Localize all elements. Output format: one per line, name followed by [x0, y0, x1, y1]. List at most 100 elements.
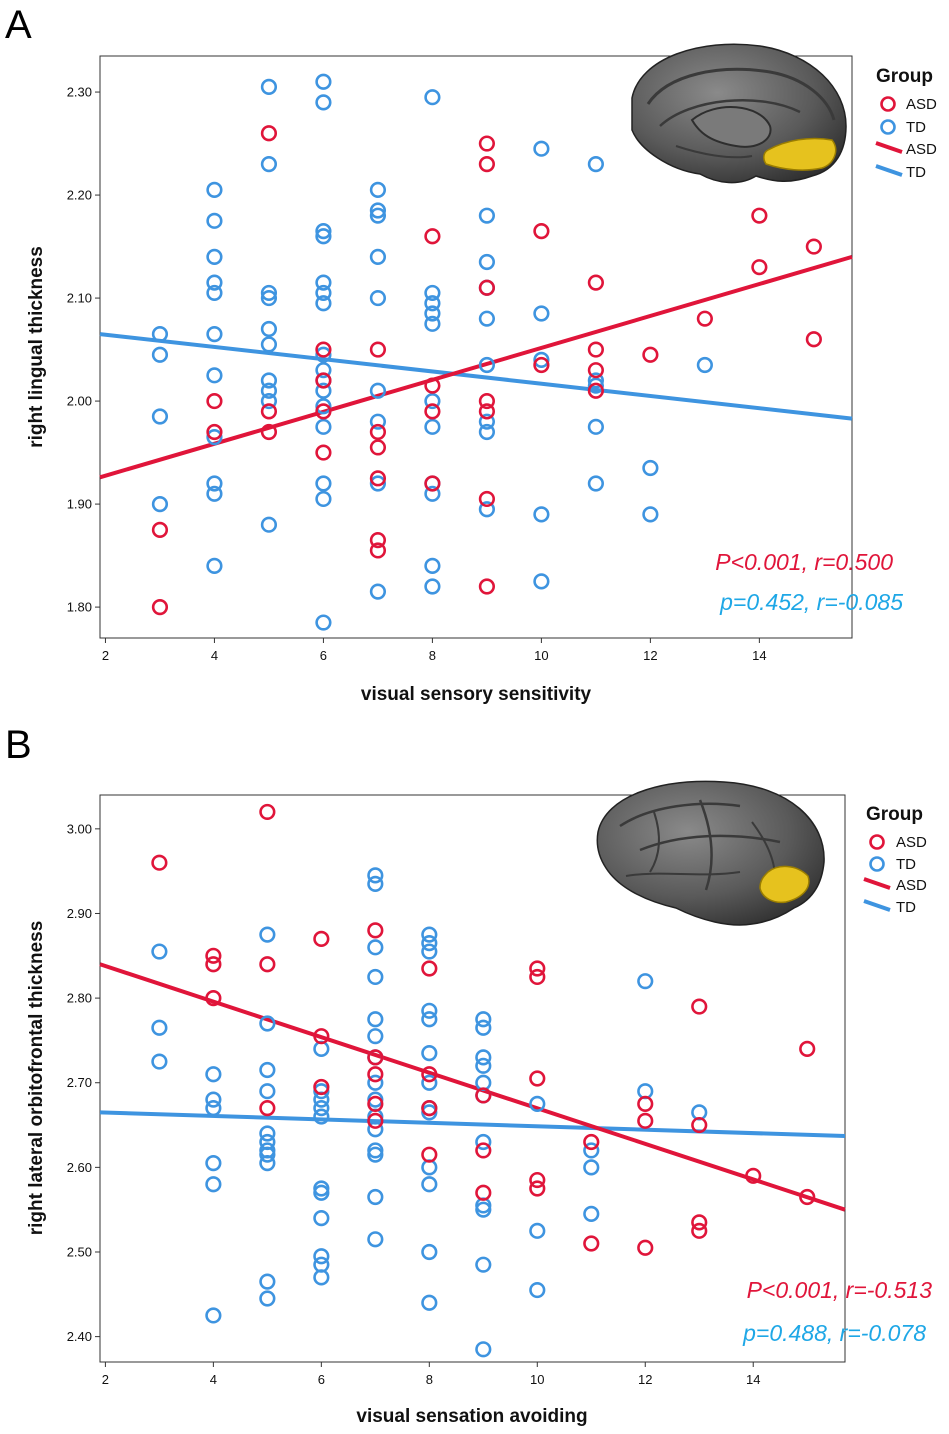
td-point: [424, 392, 441, 410]
asd-point: [642, 346, 659, 363]
td-point: [205, 1176, 222, 1193]
td-point: [367, 1011, 384, 1028]
td-point: [421, 1294, 438, 1311]
legend-asd-marker: [869, 834, 885, 850]
td-point: [478, 423, 495, 441]
legend-title: Group: [876, 66, 933, 87]
legend-td-line-label: TD: [906, 164, 926, 181]
x-tick-label: 12: [638, 1372, 652, 1387]
asd-point: [421, 960, 438, 977]
asd-point: [637, 1112, 654, 1129]
td-fit-line: [99, 332, 853, 421]
asd-point: [529, 960, 546, 977]
td-point: [367, 1074, 384, 1091]
td-point: [587, 156, 604, 173]
td-point: [421, 1045, 438, 1062]
td-point: [421, 1243, 438, 1261]
x-tick-label: 2: [102, 1372, 109, 1387]
td-point: [259, 1273, 276, 1290]
td-point: [478, 356, 495, 374]
td-point: [313, 1248, 330, 1265]
asd-point: [313, 1078, 330, 1096]
td-point: [259, 1125, 276, 1142]
asd-point: [315, 403, 332, 420]
td-point: [313, 1184, 330, 1201]
td-point: [260, 372, 278, 389]
td-point: [424, 315, 441, 332]
td-point: [475, 1057, 492, 1074]
asd-fit-line: [99, 254, 853, 480]
asd-point: [151, 521, 169, 538]
td-point: [367, 939, 384, 956]
asd-point: [315, 444, 332, 461]
td-point: [367, 1188, 384, 1206]
td-point: [151, 1019, 168, 1036]
td-point: [367, 867, 384, 884]
x-tick-label: 10: [530, 1372, 544, 1387]
asd-point: [529, 1180, 546, 1197]
td-point: [533, 305, 550, 322]
brain-lateral-orbitofrontal-icon: [596, 780, 825, 926]
td-point: [206, 557, 223, 574]
asd-point: [805, 238, 822, 255]
td-point: [424, 295, 441, 312]
plot-frame: [99, 55, 853, 639]
asd-point: [424, 475, 441, 492]
asd-point: [367, 1095, 384, 1112]
x-tick-label: 6: [320, 648, 327, 663]
asd-point: [478, 392, 495, 410]
plot-frame: [99, 794, 846, 1363]
y-tick-label: 2.50: [67, 1244, 92, 1259]
asd-point: [205, 956, 222, 973]
y-tick-label: 1.90: [67, 497, 92, 512]
x-tick-label: 12: [643, 648, 657, 663]
td-point: [421, 1011, 438, 1028]
legend-td-marker: [880, 119, 896, 135]
asd-point: [751, 207, 768, 224]
asd-point: [367, 922, 384, 939]
asd-point: [260, 403, 278, 420]
legend: Group ASD TD ASD TD: [875, 66, 937, 181]
td-point: [642, 506, 659, 523]
x-tick-label: 2: [102, 648, 109, 663]
asd-stat-annotation: P<0.001, r=-0.513: [747, 1277, 933, 1303]
legend: Group ASD TD ASD TD: [863, 804, 927, 916]
asd-point: [799, 1040, 816, 1057]
td-point: [421, 934, 438, 952]
td-point: [367, 1028, 384, 1045]
td-point: [533, 351, 550, 368]
asd-point: [478, 578, 495, 595]
asd-point: [315, 372, 332, 389]
asd-point: [696, 310, 713, 327]
asd-point: [691, 1222, 708, 1239]
td-point: [260, 320, 278, 338]
asd-point: [151, 598, 169, 616]
td-point: [315, 475, 332, 492]
td-point: [205, 1091, 222, 1108]
panel-a-label: A: [5, 3, 32, 47]
legend-title: Group: [866, 804, 923, 825]
td-point: [151, 346, 169, 363]
td-point: [315, 614, 332, 631]
td-point: [260, 382, 278, 399]
td-point: [151, 408, 169, 425]
td-point: [475, 1019, 492, 1036]
brain-medial-lingual-icon: [631, 43, 847, 184]
td-point: [369, 583, 387, 600]
td-point: [259, 1290, 276, 1307]
td-point: [478, 207, 495, 224]
td-point: [313, 1210, 330, 1227]
asd-point: [369, 532, 387, 549]
td-point: [206, 274, 223, 291]
td-point: [313, 1100, 330, 1117]
td-point: [315, 223, 332, 240]
td-point: [206, 284, 223, 302]
asd-point: [529, 1171, 546, 1189]
y-tick-label: 2.40: [67, 1329, 92, 1344]
td-point: [206, 367, 223, 384]
asd-point: [205, 947, 222, 964]
asd-point: [583, 1133, 600, 1151]
td-point: [151, 943, 168, 960]
asd-point: [259, 1100, 276, 1117]
asd-point: [367, 1049, 384, 1066]
